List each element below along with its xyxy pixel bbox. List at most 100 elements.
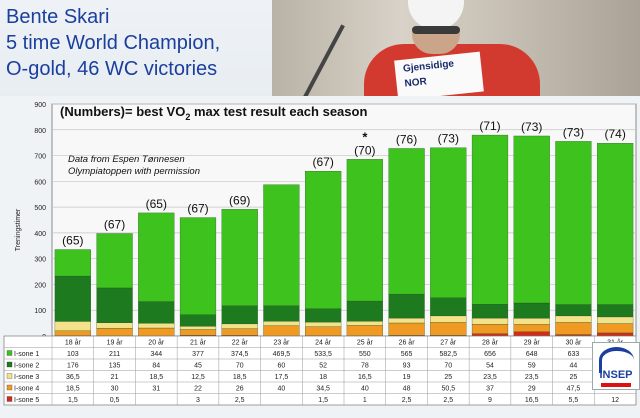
bar-segment [263, 325, 300, 337]
vo2-labels: (65) (67) (65) (67) (69) (67) (70) (76) (73) (71)… [62, 119, 626, 247]
table-cell: 18 [319, 374, 327, 381]
table-cell: 30 [111, 386, 119, 393]
legend-label: I-sone 1 [14, 351, 39, 358]
bar-segment [263, 321, 300, 326]
table-cell: 18,5 [149, 374, 163, 381]
bar-segment [221, 328, 258, 336]
table-cell: 40 [361, 386, 369, 393]
table-cell: 34,5 [316, 386, 330, 393]
bar-segment [346, 159, 383, 302]
bar-segment [555, 304, 592, 317]
legend-swatch [6, 384, 13, 391]
bar-segment [263, 305, 300, 322]
table-cell: 211 [109, 351, 120, 358]
bar-segment [54, 249, 91, 277]
data-table: 18 år 19 år 20 år 21 år 22 år 23 år 24 år 25 år… [3, 335, 637, 406]
bar-segment [263, 184, 300, 306]
table-cell: 582,5 [440, 351, 458, 358]
y-axis: 0100200300400500600700800900 [34, 102, 46, 341]
bar-segment [96, 322, 133, 329]
table-cell: 48 [403, 386, 411, 393]
chart-title: (Numbers)= best VO2 max test result each… [60, 104, 367, 122]
bar-segment [513, 331, 550, 337]
legend-swatch [6, 373, 13, 379]
athlete-glasses [412, 26, 460, 34]
bar-segment [305, 308, 342, 323]
category-label: 25 år [357, 339, 374, 347]
table-cell: 59 [528, 363, 536, 370]
table-cell: 2,5 [443, 397, 453, 404]
table-cell: 37 [486, 386, 494, 393]
table-cell: 44 [570, 363, 578, 370]
vo2-label: (69) [229, 193, 250, 207]
table-cell: 26 [236, 386, 244, 393]
table-cell: 70 [444, 363, 452, 370]
y-tick-label: 400 [34, 231, 46, 238]
category-label: 18 år [65, 339, 82, 347]
source-note-line-2: Olympiatoppen with permission [68, 166, 200, 177]
table-cell: 565 [401, 351, 413, 358]
table-cell: 78 [361, 363, 369, 370]
table-cell: 29 [528, 386, 536, 393]
table-cell: 1,5 [68, 397, 78, 404]
legend-swatch [6, 396, 13, 402]
table-cell: 176 [67, 363, 79, 370]
bar-segment [597, 323, 634, 334]
vo2-label: (73) [563, 125, 584, 139]
table-cell: 377 [192, 351, 204, 358]
table-cell: 17,5 [275, 374, 289, 381]
legend-swatch [6, 350, 13, 356]
insep-logo: INSEP [592, 342, 640, 390]
table-cell: 45 [194, 363, 202, 370]
bar-segment [179, 326, 217, 330]
bar-segment [305, 171, 342, 309]
table-cell: 633 [568, 351, 580, 358]
table-cell: 50,5 [441, 386, 455, 393]
table-cell: 22 [194, 386, 202, 393]
bar-segment [54, 275, 91, 322]
bar-segment [305, 321, 342, 327]
table-cell: 16,5 [358, 374, 372, 381]
table-cell: 344 [150, 351, 162, 358]
legend-label: I-sone 2 [14, 363, 39, 370]
bar-segment [597, 143, 634, 305]
bar-segment [555, 315, 592, 323]
category-label: 27 år [440, 339, 457, 347]
bar-segment [221, 209, 258, 306]
title-line-2: 5 time World Champion, [6, 32, 221, 54]
table-cell: 135 [109, 363, 121, 370]
bar-segment [471, 317, 509, 325]
bar-segment [54, 330, 91, 336]
logo-text: INSEP [599, 369, 633, 381]
table-cell: 5,5 [569, 397, 579, 404]
category-label: 23 år [273, 339, 290, 347]
y-tick-label: 900 [34, 102, 46, 109]
bar-segment [138, 301, 175, 324]
bar-segment [597, 332, 634, 337]
logo-swoosh-icon [599, 347, 634, 373]
table-cell: 469,5 [273, 351, 291, 358]
annotation-star: * [362, 129, 368, 144]
table-cell: 70 [236, 363, 244, 370]
table-cell: 18,5 [66, 386, 80, 393]
bar-segment [346, 300, 383, 322]
y-tick-label: 700 [34, 154, 46, 161]
vo2-label: (71) [479, 119, 500, 133]
y-tick-label: 500 [34, 205, 46, 212]
table-cell: 550 [359, 351, 371, 358]
bar-segment [388, 293, 425, 319]
bar-segment [388, 317, 425, 324]
table-cell: 12,5 [191, 374, 205, 381]
table-cell: 23,5 [525, 374, 539, 381]
table-cell: 47,5 [567, 386, 581, 393]
bar-segment [179, 217, 217, 315]
bar-segment [179, 329, 217, 336]
table-cell: 3 [196, 397, 200, 404]
bar-segment [513, 318, 550, 325]
table-cell: 16,5 [525, 397, 539, 404]
bar-segment [96, 287, 133, 323]
y-tick-label: 600 [34, 179, 46, 186]
table-cell: 103 [67, 351, 79, 358]
